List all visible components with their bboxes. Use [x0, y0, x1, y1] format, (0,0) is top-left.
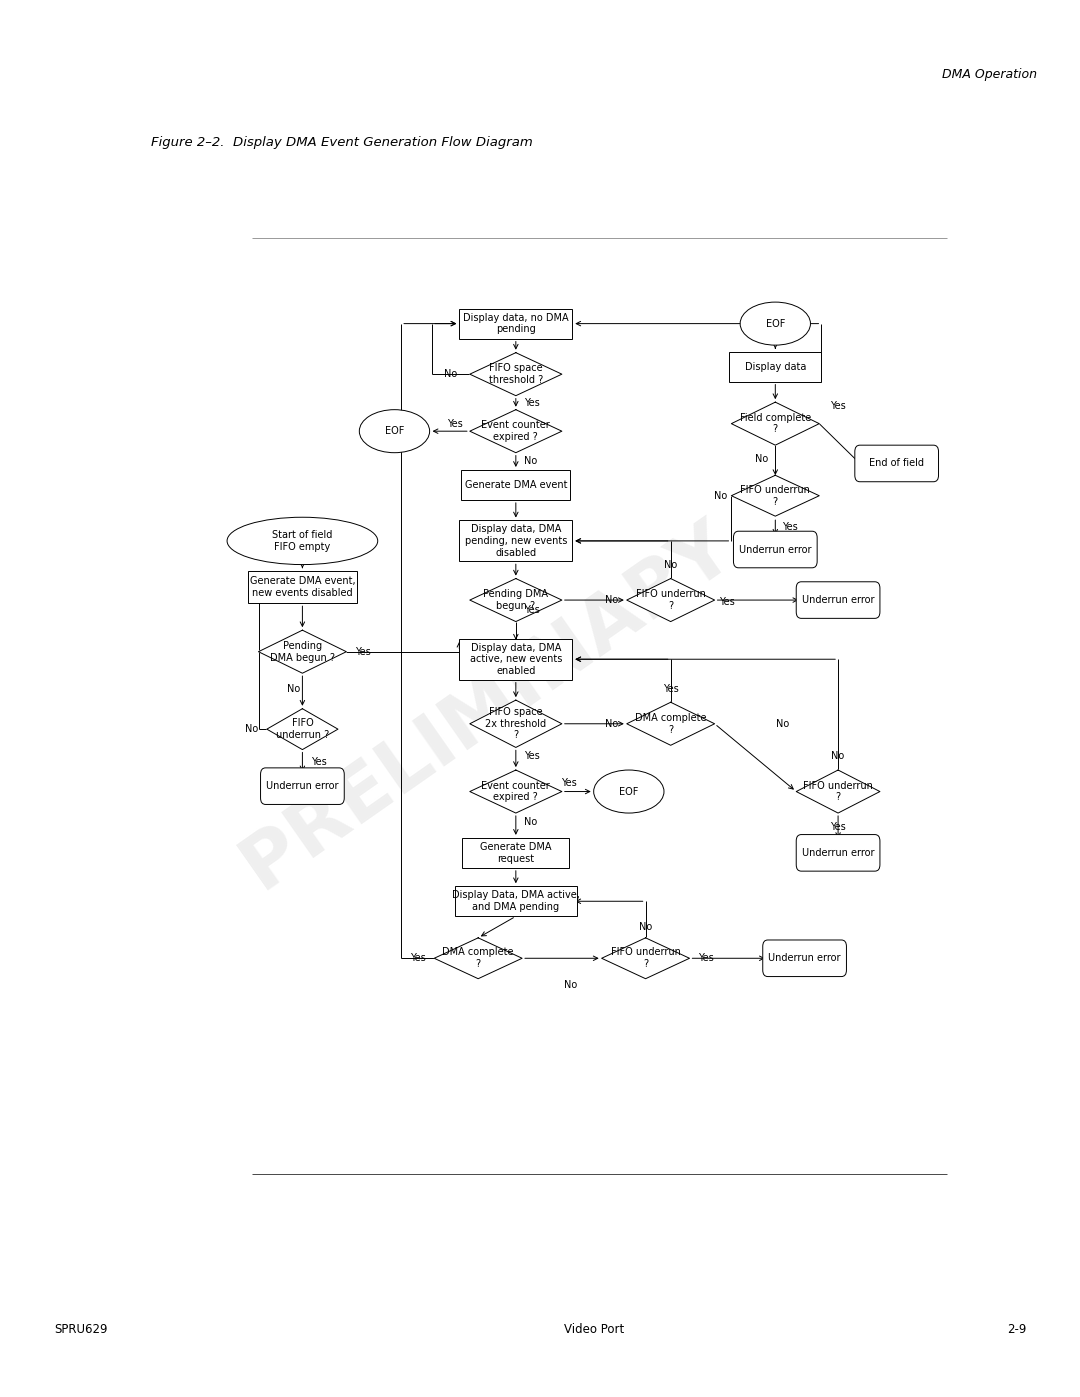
- Text: DMA complete
?: DMA complete ?: [443, 947, 514, 970]
- Text: Underrun error: Underrun error: [768, 953, 841, 964]
- Polygon shape: [470, 409, 562, 453]
- Text: Yes: Yes: [354, 647, 370, 657]
- Text: FIFO underrun
?: FIFO underrun ?: [636, 590, 705, 610]
- Ellipse shape: [227, 517, 378, 564]
- Text: Display data, no DMA
pending: Display data, no DMA pending: [463, 313, 569, 334]
- Text: Yes: Yes: [524, 398, 540, 408]
- FancyBboxPatch shape: [762, 940, 847, 977]
- Polygon shape: [796, 770, 880, 813]
- Text: EOF: EOF: [619, 787, 638, 796]
- Polygon shape: [434, 937, 522, 979]
- Text: Field complete
?: Field complete ?: [740, 414, 811, 434]
- Polygon shape: [731, 402, 820, 446]
- Text: No: No: [755, 454, 769, 464]
- Text: Yes: Yes: [829, 401, 846, 411]
- Text: FIFO underrun
?: FIFO underrun ?: [804, 781, 873, 802]
- Text: No: No: [832, 752, 845, 761]
- Text: No: No: [444, 369, 457, 379]
- Text: No: No: [524, 457, 538, 467]
- Text: Generate DMA event,
new events disabled: Generate DMA event, new events disabled: [249, 577, 355, 598]
- Text: No: No: [605, 595, 619, 605]
- Text: Underrun error: Underrun error: [801, 595, 875, 605]
- Polygon shape: [731, 475, 820, 515]
- Text: No: No: [245, 724, 258, 735]
- Text: No: No: [605, 719, 619, 729]
- Text: Underrun error: Underrun error: [739, 545, 811, 555]
- Text: Video Port: Video Port: [564, 1323, 624, 1336]
- Text: EOF: EOF: [384, 426, 404, 436]
- Text: Yes: Yes: [698, 953, 714, 964]
- Ellipse shape: [594, 770, 664, 813]
- Ellipse shape: [740, 302, 810, 345]
- FancyBboxPatch shape: [796, 581, 880, 619]
- Polygon shape: [602, 937, 689, 979]
- Text: Display data, DMA
pending, new events
disabled: Display data, DMA pending, new events di…: [464, 524, 567, 557]
- Text: DMA Operation: DMA Operation: [942, 68, 1037, 81]
- Text: Yes: Yes: [311, 757, 326, 767]
- Text: Pending DMA
begun ?: Pending DMA begun ?: [484, 590, 549, 610]
- FancyBboxPatch shape: [733, 531, 818, 567]
- FancyBboxPatch shape: [462, 838, 569, 868]
- Text: Yes: Yes: [447, 419, 463, 429]
- Text: Yes: Yes: [524, 752, 540, 761]
- Text: Generate DMA
request: Generate DMA request: [481, 842, 552, 863]
- Text: No: No: [714, 490, 727, 500]
- FancyBboxPatch shape: [855, 446, 939, 482]
- FancyBboxPatch shape: [461, 469, 570, 500]
- FancyBboxPatch shape: [260, 768, 345, 805]
- Polygon shape: [267, 708, 338, 750]
- FancyBboxPatch shape: [455, 886, 577, 916]
- Text: No: No: [524, 817, 538, 827]
- Text: Event counter
expired ?: Event counter expired ?: [482, 420, 550, 441]
- Text: Display Data, DMA active,
and DMA pending: Display Data, DMA active, and DMA pendin…: [451, 890, 580, 912]
- Text: Yes: Yes: [831, 821, 846, 831]
- Text: No: No: [777, 719, 789, 729]
- Polygon shape: [626, 703, 715, 745]
- Text: End of field: End of field: [869, 458, 924, 468]
- Text: Start of field
FIFO empty: Start of field FIFO empty: [272, 529, 333, 552]
- FancyBboxPatch shape: [459, 638, 572, 680]
- Polygon shape: [470, 352, 562, 395]
- Text: FIFO space
2x threshold
?: FIFO space 2x threshold ?: [485, 707, 546, 740]
- Text: FIFO underrun
?: FIFO underrun ?: [610, 947, 680, 970]
- Polygon shape: [626, 578, 715, 622]
- Text: 2-9: 2-9: [1007, 1323, 1026, 1336]
- Text: FIFO space
threshold ?: FIFO space threshold ?: [489, 363, 543, 386]
- Text: Underrun error: Underrun error: [266, 781, 339, 791]
- Text: No: No: [664, 560, 677, 570]
- Text: Pending
DMA begun ?: Pending DMA begun ?: [270, 641, 335, 662]
- Text: Display data: Display data: [744, 362, 806, 372]
- Text: Underrun error: Underrun error: [801, 848, 875, 858]
- Text: Yes: Yes: [663, 683, 678, 694]
- FancyBboxPatch shape: [729, 352, 821, 381]
- Text: Yes: Yes: [782, 522, 798, 532]
- Polygon shape: [470, 770, 562, 813]
- Polygon shape: [258, 630, 347, 673]
- Text: Event counter
expired ?: Event counter expired ?: [482, 781, 550, 802]
- Text: FIFO
underrun ?: FIFO underrun ?: [275, 718, 329, 740]
- FancyBboxPatch shape: [248, 571, 356, 604]
- Text: Yes: Yes: [410, 953, 426, 964]
- Text: DMA complete
?: DMA complete ?: [635, 712, 706, 735]
- Text: Display data, DMA
active, new events
enabled: Display data, DMA active, new events ena…: [470, 643, 562, 676]
- Text: No: No: [287, 685, 300, 694]
- Polygon shape: [470, 700, 562, 747]
- Text: Generate DMA event: Generate DMA event: [464, 481, 567, 490]
- Polygon shape: [470, 578, 562, 622]
- Text: Yes: Yes: [562, 778, 577, 788]
- Text: FIFO underrun
?: FIFO underrun ?: [741, 485, 810, 507]
- Text: PRELIMINARY: PRELIMINARY: [227, 509, 746, 902]
- FancyBboxPatch shape: [459, 521, 572, 562]
- Text: EOF: EOF: [766, 319, 785, 328]
- FancyBboxPatch shape: [796, 834, 880, 872]
- Text: Figure 2–2.  Display DMA Event Generation Flow Diagram: Figure 2–2. Display DMA Event Generation…: [151, 137, 532, 149]
- Text: No: No: [639, 922, 652, 932]
- Ellipse shape: [360, 409, 430, 453]
- Text: SPRU629: SPRU629: [54, 1323, 108, 1336]
- FancyBboxPatch shape: [459, 309, 572, 338]
- Text: No: No: [564, 979, 577, 990]
- Text: Yes: Yes: [719, 598, 734, 608]
- Text: Yes: Yes: [524, 605, 540, 616]
